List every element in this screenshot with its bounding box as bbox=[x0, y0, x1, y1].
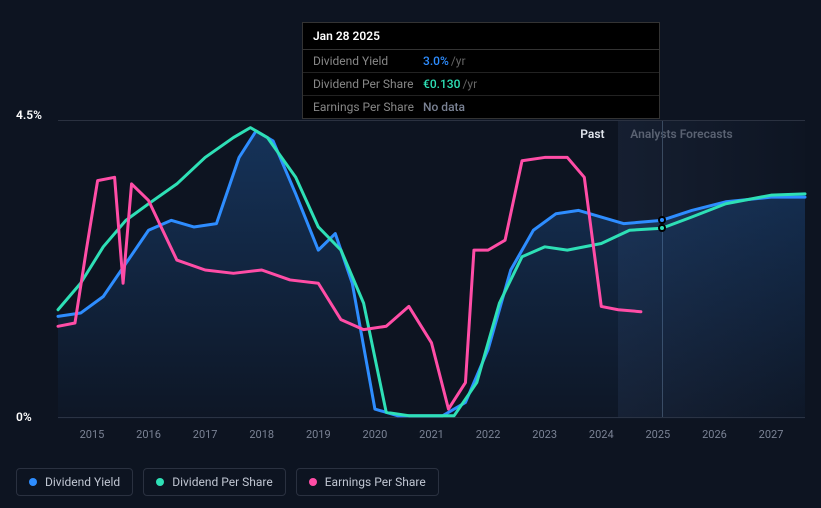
x-tick: 2020 bbox=[363, 428, 388, 441]
x-tick: 2025 bbox=[645, 428, 670, 441]
dividend-chart[interactable]: 4.5% 0% Analysts Forecasts Past 2015 2016… bbox=[16, 108, 805, 448]
x-tick: 2019 bbox=[306, 428, 331, 441]
hover-marker bbox=[658, 216, 666, 224]
tooltip-metric-label: Earnings Per Share bbox=[313, 100, 423, 114]
x-tick: 2015 bbox=[80, 428, 105, 441]
legend-dot bbox=[29, 478, 37, 486]
legend-label: Dividend Per Share bbox=[172, 475, 273, 489]
hover-marker bbox=[658, 224, 666, 232]
tooltip-date: Jan 28 2025 bbox=[303, 23, 659, 50]
tooltip-metric-unit: /yr bbox=[451, 54, 466, 68]
legend-label: Dividend Yield bbox=[45, 475, 120, 489]
x-tick: 2021 bbox=[419, 428, 444, 441]
tooltip-row: Dividend Per Share€0.130/yr bbox=[303, 73, 659, 96]
x-tick: 2016 bbox=[136, 428, 161, 441]
plot-area[interactable]: Analysts Forecasts Past bbox=[58, 120, 805, 418]
tooltip-metric-unit: /yr bbox=[462, 77, 477, 91]
x-tick: 2022 bbox=[476, 428, 501, 441]
legend-dot bbox=[309, 478, 317, 486]
chart-tooltip: Jan 28 2025 Dividend Yield3.0%/yrDividen… bbox=[302, 22, 660, 119]
legend-item[interactable]: Dividend Per Share bbox=[143, 468, 286, 496]
y-axis-min: 0% bbox=[16, 410, 32, 424]
tooltip-metric-label: Dividend Per Share bbox=[313, 77, 423, 91]
x-tick: 2027 bbox=[759, 428, 784, 441]
legend-item[interactable]: Dividend Yield bbox=[16, 468, 133, 496]
legend-label: Earnings Per Share bbox=[325, 475, 426, 489]
tooltip-metric-value: €0.130 bbox=[423, 77, 460, 91]
tooltip-metric-label: Dividend Yield bbox=[313, 54, 423, 68]
x-tick: 2023 bbox=[532, 428, 557, 441]
tooltip-row: Earnings Per ShareNo data bbox=[303, 96, 659, 118]
x-tick: 2017 bbox=[193, 428, 218, 441]
tooltip-metric-value: No data bbox=[423, 100, 465, 114]
y-axis-max: 4.5% bbox=[16, 108, 42, 122]
x-axis: 2015 2016 2017 2018 2019 2020 2021 2022 2023 2024… bbox=[58, 422, 805, 448]
tooltip-row: Dividend Yield3.0%/yr bbox=[303, 50, 659, 73]
x-tick: 2026 bbox=[702, 428, 727, 441]
chart-lines bbox=[58, 121, 805, 419]
legend-dot bbox=[156, 478, 164, 486]
legend: Dividend Yield Dividend Per Share Earnings… bbox=[16, 468, 439, 496]
legend-item[interactable]: Earnings Per Share bbox=[296, 468, 439, 496]
x-tick: 2018 bbox=[249, 428, 274, 441]
tooltip-metric-value: 3.0% bbox=[423, 54, 449, 68]
x-tick: 2024 bbox=[589, 428, 614, 441]
